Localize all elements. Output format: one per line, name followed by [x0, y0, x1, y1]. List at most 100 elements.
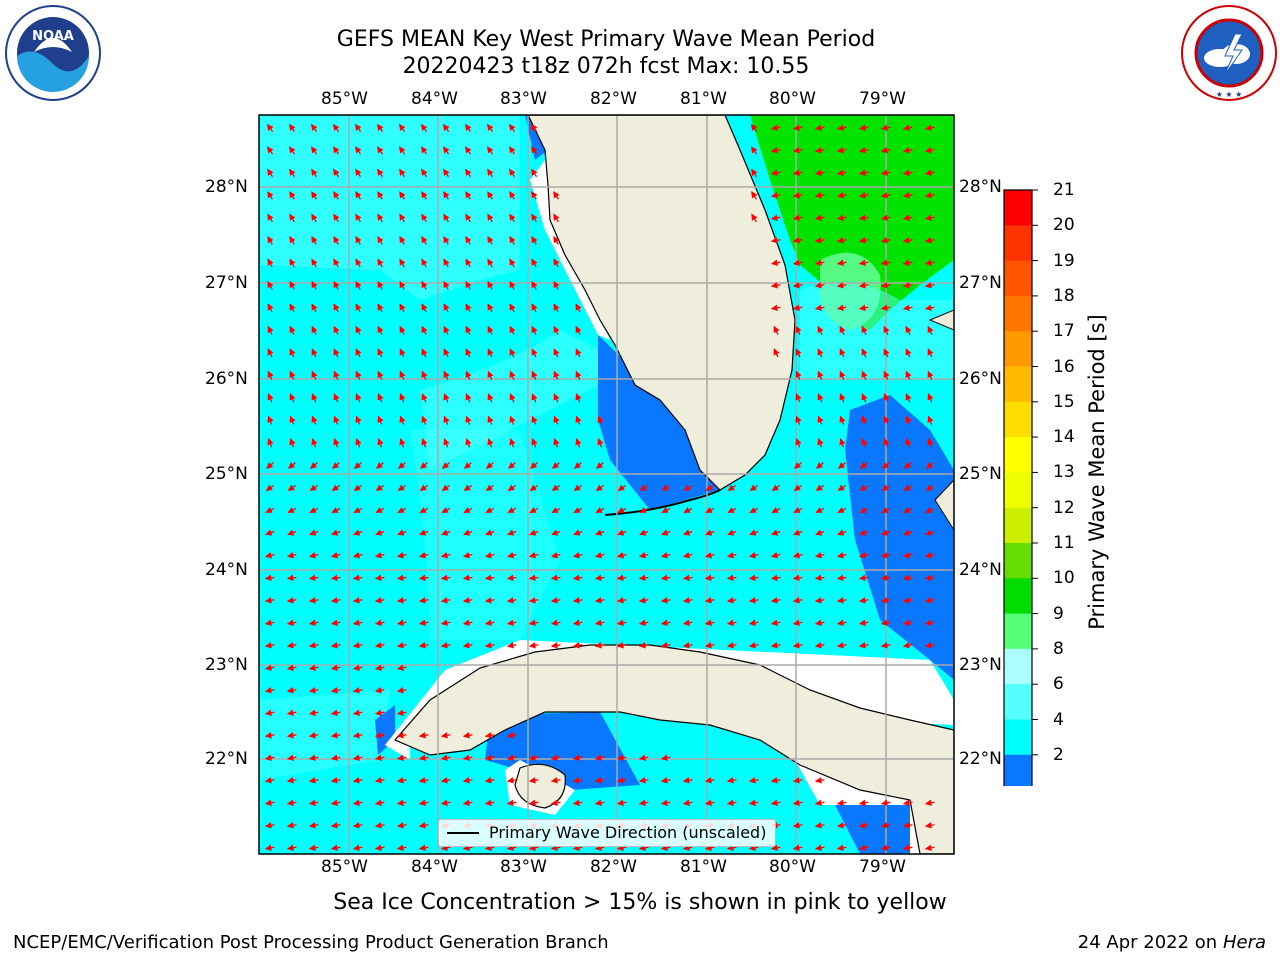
wave-direction-arrow	[509, 213, 516, 223]
wave-direction-arrow	[814, 192, 825, 199]
wave-direction-arrow	[749, 484, 759, 492]
wave-direction-arrow	[353, 506, 363, 514]
colorbar-segment	[1004, 295, 1032, 332]
wave-direction-arrow	[616, 799, 627, 806]
colorbar-tick-label: 8	[1053, 638, 1064, 659]
wave-direction-arrow	[287, 484, 297, 492]
map-legend: Primary Wave Direction (unscaled)	[438, 819, 776, 847]
wave-direction-arrow	[927, 393, 934, 403]
wave-direction-arrow	[839, 325, 846, 335]
wave-direction-arrow	[487, 303, 494, 313]
wave-direction-arrow	[726, 777, 737, 784]
wave-direction-arrow	[795, 370, 802, 380]
wave-direction-arrow	[704, 597, 715, 604]
wave-direction-arrow	[817, 393, 824, 403]
wave-direction-arrow	[485, 529, 495, 536]
wave-direction-arrow	[286, 597, 297, 604]
wave-direction-arrow	[374, 574, 385, 582]
wave-direction-arrow	[308, 597, 319, 604]
wave-direction-arrow	[487, 325, 494, 335]
wave-direction-arrow	[594, 574, 605, 582]
colorbar-segment	[1004, 366, 1032, 403]
wave-direction-arrow	[924, 237, 935, 244]
wave-direction-arrow	[880, 822, 891, 829]
wave-direction-arrow	[487, 213, 494, 223]
wave-direction-arrow	[440, 732, 451, 739]
wave-direction-arrow	[465, 280, 472, 290]
wave-direction-arrow	[509, 303, 516, 313]
wave-direction-arrow	[792, 777, 803, 784]
wave-direction-arrow	[792, 642, 803, 649]
wave-direction-arrow	[794, 462, 802, 469]
wave-direction-arrow	[311, 236, 318, 245]
wave-direction-arrow	[286, 732, 297, 739]
wave-direction-arrow	[596, 462, 604, 469]
wave-direction-arrow	[375, 484, 385, 492]
wave-direction-arrow	[333, 303, 340, 313]
wave-direction-arrow	[286, 799, 297, 806]
wave-direction-arrow	[773, 325, 780, 335]
wave-direction-arrow	[399, 280, 406, 290]
wave-direction-arrow	[531, 236, 538, 245]
wave-direction-arrow	[880, 799, 891, 806]
wave-direction-arrow	[440, 597, 451, 604]
wave-direction-arrow	[770, 597, 781, 604]
wave-direction-arrow	[289, 415, 296, 425]
wave-direction-arrow	[905, 348, 912, 358]
wave-direction-arrow	[528, 844, 539, 851]
wave-direction-arrow	[443, 325, 450, 335]
wave-direction-arrow	[770, 282, 781, 289]
wave-direction-arrow	[396, 619, 407, 626]
wave-direction-arrow	[462, 754, 473, 761]
wave-direction-arrow	[795, 438, 802, 448]
wave-direction-arrow	[440, 552, 451, 559]
wave-direction-arrow	[266, 462, 274, 469]
wave-direction-arrow	[748, 844, 759, 851]
wave-direction-arrow	[683, 506, 693, 514]
wave-direction-arrow	[289, 438, 296, 448]
wave-direction-arrow	[352, 844, 363, 851]
wave-direction-arrow	[770, 619, 781, 626]
wave-direction-arrow	[572, 642, 583, 649]
wave-direction-arrow	[817, 325, 824, 335]
wave-direction-arrow	[861, 348, 868, 358]
wave-direction-arrow	[903, 484, 913, 492]
wave-direction-arrow	[572, 597, 583, 604]
wave-direction-arrow	[465, 213, 472, 223]
wave-direction-arrow	[902, 822, 913, 829]
wave-direction-arrow	[418, 754, 429, 761]
wave-direction-arrow	[528, 574, 539, 582]
wave-direction-arrow	[574, 462, 582, 469]
wave-direction-arrow	[924, 147, 935, 154]
wave-direction-arrow	[487, 438, 494, 448]
colorbar-tick-label: 13	[1053, 462, 1075, 483]
wave-direction-arrow	[927, 438, 934, 448]
wave-direction-arrow	[880, 642, 891, 649]
wave-direction-arrow	[377, 370, 384, 380]
wave-direction-arrow	[352, 574, 363, 582]
wave-direction-arrow	[837, 529, 847, 536]
lat-label-right: 25°N	[959, 464, 1002, 484]
wave-direction-arrow	[465, 415, 472, 425]
wave-direction-arrow	[421, 348, 428, 358]
wave-direction-arrow	[462, 597, 473, 604]
wave-direction-arrow	[704, 574, 715, 582]
wave-direction-arrow	[419, 529, 429, 536]
wave-direction-arrow	[836, 552, 847, 559]
wave-direction-arrow	[464, 462, 472, 469]
wave-direction-arrow	[858, 124, 869, 131]
wave-direction-arrow	[377, 191, 384, 200]
wave-direction-arrow	[377, 325, 384, 335]
wave-direction-arrow	[792, 799, 803, 806]
wave-direction-arrow	[858, 259, 869, 266]
wave-direction-arrow	[858, 237, 869, 244]
lat-label-left: 27°N	[205, 273, 248, 293]
wave-direction-arrow	[751, 213, 758, 223]
wave-direction-arrow	[927, 415, 934, 425]
wave-direction-arrow	[375, 506, 385, 514]
wave-direction-arrow	[355, 393, 362, 403]
wave-direction-arrow	[770, 124, 781, 131]
wave-direction-arrow	[266, 146, 274, 155]
wave-direction-arrow	[661, 484, 671, 492]
